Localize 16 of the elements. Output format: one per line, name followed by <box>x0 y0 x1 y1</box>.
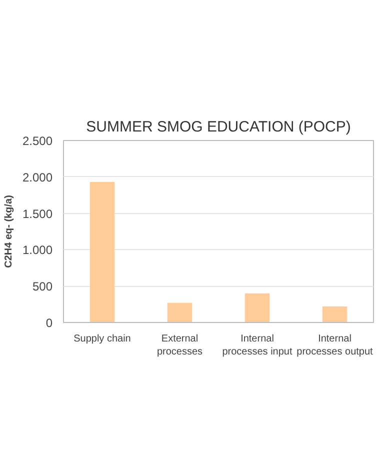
y-axis-title: C2H4 eq- (kg/a) <box>3 195 14 268</box>
chart-title: SUMMER SMOG EDUCATION (POCP) <box>86 118 351 136</box>
bar <box>244 293 270 322</box>
y-tick-label: 2.000 <box>22 170 53 184</box>
y-tick-label: 500 <box>32 280 53 294</box>
bar <box>322 306 348 322</box>
y-tick-label: 2.500 <box>22 134 53 148</box>
x-tick-label: Internal processes input <box>222 334 292 358</box>
y-tick-label: 1.500 <box>22 206 53 221</box>
bar <box>167 302 192 322</box>
x-tick-label: External processes <box>156 334 203 358</box>
x-tick-label: Internal processes output <box>296 334 374 358</box>
x-tick-label: Supply chain <box>74 334 131 344</box>
bar <box>90 182 115 322</box>
y-tick-label: 0 <box>46 316 53 330</box>
y-tick-label: 1.000 <box>22 243 53 258</box>
